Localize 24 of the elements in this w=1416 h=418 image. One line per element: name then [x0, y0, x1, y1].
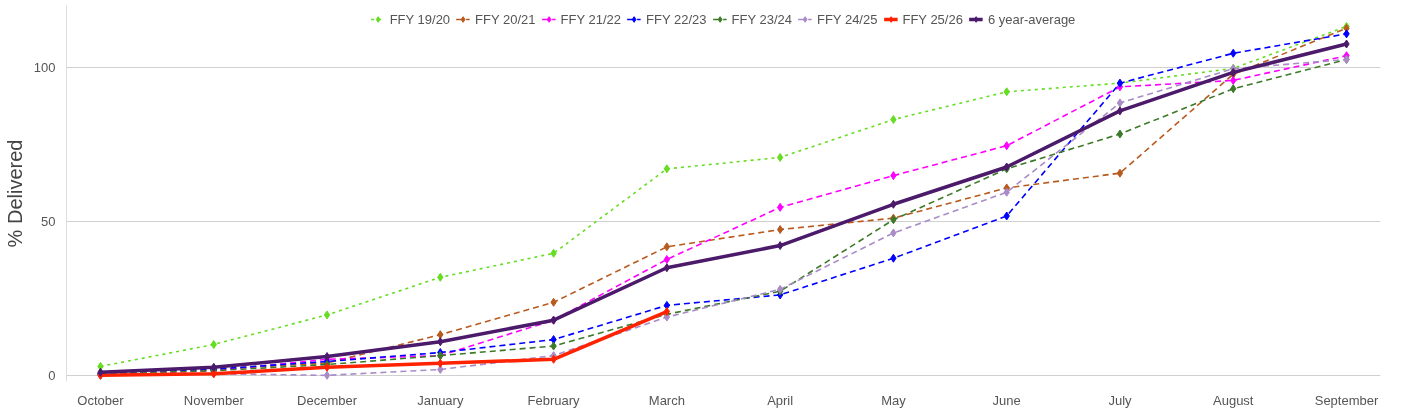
y-axis-title: % Delivered: [3, 139, 26, 248]
y-tick-label: 100: [33, 59, 56, 75]
x-tick-label: June: [992, 392, 1021, 408]
x-tick-label: May: [881, 392, 907, 408]
x-tick-label: October: [77, 392, 125, 408]
legend-label: FFY 23/24: [731, 11, 792, 27]
legend-label: FFY 20/21: [475, 11, 536, 27]
legend-label: 6 year-average: [987, 11, 1076, 27]
x-tick-label: August: [1213, 392, 1254, 408]
y-tick-label: 50: [41, 213, 56, 229]
legend-label: FFY 22/23: [646, 11, 707, 27]
x-tick-label: November: [183, 392, 245, 408]
legend-label: FFY 25/26: [902, 11, 963, 27]
y-tick-label: 0: [48, 367, 56, 383]
legend-label: FFY 19/20: [389, 11, 451, 27]
x-tick-label: December: [297, 392, 358, 408]
x-tick-label: September: [1314, 392, 1379, 408]
legend-label: FFY 21/22: [560, 11, 622, 27]
x-tick-label: April: [767, 392, 794, 408]
x-tick-label: July: [1108, 392, 1133, 408]
x-tick-label: March: [648, 392, 685, 408]
legend-label: FFY 24/25: [816, 11, 878, 27]
x-tick-label: January: [417, 392, 464, 408]
x-tick-label: February: [527, 392, 581, 408]
